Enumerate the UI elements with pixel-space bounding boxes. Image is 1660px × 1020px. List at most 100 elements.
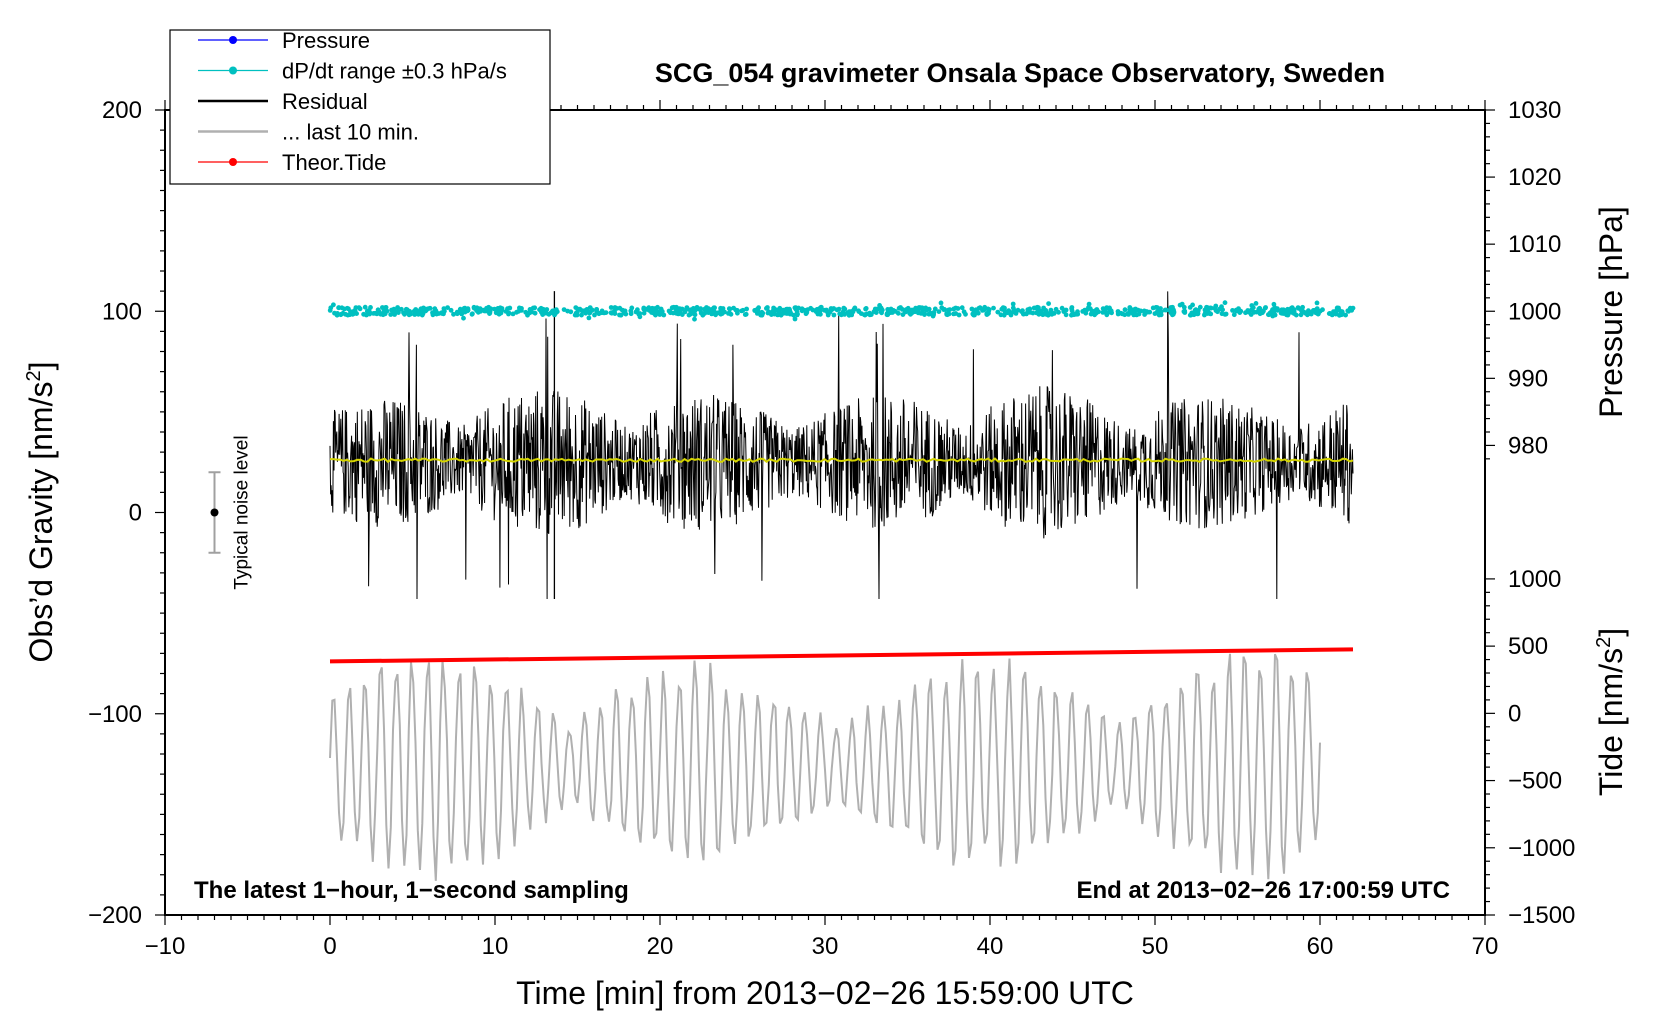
dpdt-point <box>1320 307 1325 313</box>
dpdt-point <box>629 305 635 311</box>
dpdt-point <box>1104 312 1110 318</box>
series-residual-mean <box>330 457 1354 464</box>
dpdt-point <box>592 312 597 318</box>
legend-marker <box>229 66 237 75</box>
dpdt-point <box>822 307 827 313</box>
dpdt-point <box>362 304 368 310</box>
dpdt-point <box>338 312 344 318</box>
dpdt-point <box>1195 311 1201 316</box>
dpdt-point <box>657 312 663 317</box>
dpdt-point <box>572 312 578 318</box>
pressure-tick-label: 1010 <box>1508 231 1561 258</box>
dpdt-point <box>1230 308 1235 313</box>
y-axis-title-end: ] <box>23 362 59 371</box>
pressure-tick-label: 980 <box>1508 432 1548 459</box>
dpdt-point <box>946 307 951 313</box>
dpdt-point <box>1231 312 1237 318</box>
dpdt-point <box>718 311 724 317</box>
legend-label: Residual <box>282 89 368 114</box>
dpdt-point <box>743 311 749 317</box>
dpdt-point <box>375 307 381 313</box>
y-axis-title-sup: 2 <box>23 370 45 381</box>
dpdt-point <box>1263 305 1268 310</box>
noise-bar-center <box>210 508 219 517</box>
dpdt-point <box>959 305 965 311</box>
dpdt-point <box>448 307 454 313</box>
dpdt-point <box>1334 307 1340 312</box>
y-tick-label: 200 <box>102 97 142 124</box>
legend-marker <box>229 36 237 44</box>
dpdt-point <box>726 306 732 312</box>
dpdt-point <box>1217 306 1222 312</box>
dpdt-point <box>327 308 333 313</box>
dpdt-point <box>951 311 956 317</box>
tide-tick-label: −1500 <box>1508 902 1575 929</box>
dpdt-point <box>1037 308 1043 314</box>
dpdt-point <box>879 307 885 313</box>
dpdt-point <box>792 316 798 322</box>
dpdt-point <box>495 306 501 311</box>
dpdt-point <box>764 306 769 311</box>
dpdt-point <box>633 309 639 315</box>
dpdt-point <box>674 311 680 316</box>
dpdt-point <box>1222 300 1228 306</box>
dpdt-point <box>641 310 647 316</box>
dpdt-point <box>587 305 593 310</box>
pressure-tick-label: 1020 <box>1508 164 1561 191</box>
dpdt-point <box>1086 301 1092 307</box>
dpdt-point <box>1339 309 1345 315</box>
series-last-10-min <box>329 653 1321 881</box>
dpdt-point <box>1118 310 1124 316</box>
dpdt-point <box>951 306 957 312</box>
dpdt-point <box>1043 308 1049 313</box>
dpdt-point <box>618 312 624 318</box>
dpdt-point <box>1345 308 1351 314</box>
dpdt-point <box>1314 300 1320 306</box>
legend-label: dP/dt range ±0.3 hPa/s <box>282 59 507 84</box>
dpdt-point <box>477 307 483 313</box>
dpdt-point <box>1135 307 1141 313</box>
annotation-sampling: The latest 1−hour, 1−second sampling <box>194 877 629 904</box>
tide-axis-title-text: Tide [nm/s <box>1593 648 1629 796</box>
dpdt-point <box>406 312 412 318</box>
dpdt-point <box>1168 307 1174 313</box>
tide-axis-title-sup: 2 <box>1593 637 1615 648</box>
dpdt-point <box>980 308 985 313</box>
dpdt-point <box>1024 311 1029 317</box>
dpdt-point <box>526 310 532 316</box>
x-tick-label: 40 <box>977 933 1004 960</box>
dpdt-point <box>776 310 782 315</box>
dpdt-point <box>445 305 450 310</box>
dpdt-point <box>1075 311 1081 317</box>
dpdt-point <box>852 306 857 312</box>
dpdt-point <box>986 307 992 312</box>
dpdt-point <box>1154 305 1160 310</box>
dpdt-point <box>694 305 700 311</box>
dpdt-point <box>1000 305 1006 310</box>
x-tick-label: 70 <box>1472 933 1499 960</box>
dpdt-point <box>612 305 618 310</box>
dpdt-point <box>587 310 593 316</box>
dpdt-point <box>740 307 746 313</box>
dpdt-point <box>628 311 634 317</box>
dpdt-point <box>818 304 824 310</box>
dpdt-point <box>608 305 614 310</box>
dpdt-point <box>826 309 832 315</box>
dpdt-point <box>348 309 353 314</box>
dpdt-point <box>1350 305 1356 311</box>
dpdt-point <box>499 308 505 313</box>
dpdt-point <box>840 309 846 315</box>
dpdt-point <box>1182 310 1188 315</box>
dpdt-point <box>573 305 579 310</box>
x-tick-label: 50 <box>1142 933 1169 960</box>
dpdt-point <box>1056 309 1061 315</box>
dpdt-point <box>862 312 868 318</box>
dpdt-point <box>1248 312 1254 317</box>
dpdt-point <box>462 305 468 311</box>
dpdt-point <box>909 307 915 313</box>
dpdt-point <box>426 306 431 311</box>
dpdt-point <box>922 311 927 317</box>
dpdt-point <box>706 306 711 312</box>
series-dpdt-range <box>327 300 1356 322</box>
pressure-axis-title: Pressure [hPa] <box>1593 206 1629 418</box>
